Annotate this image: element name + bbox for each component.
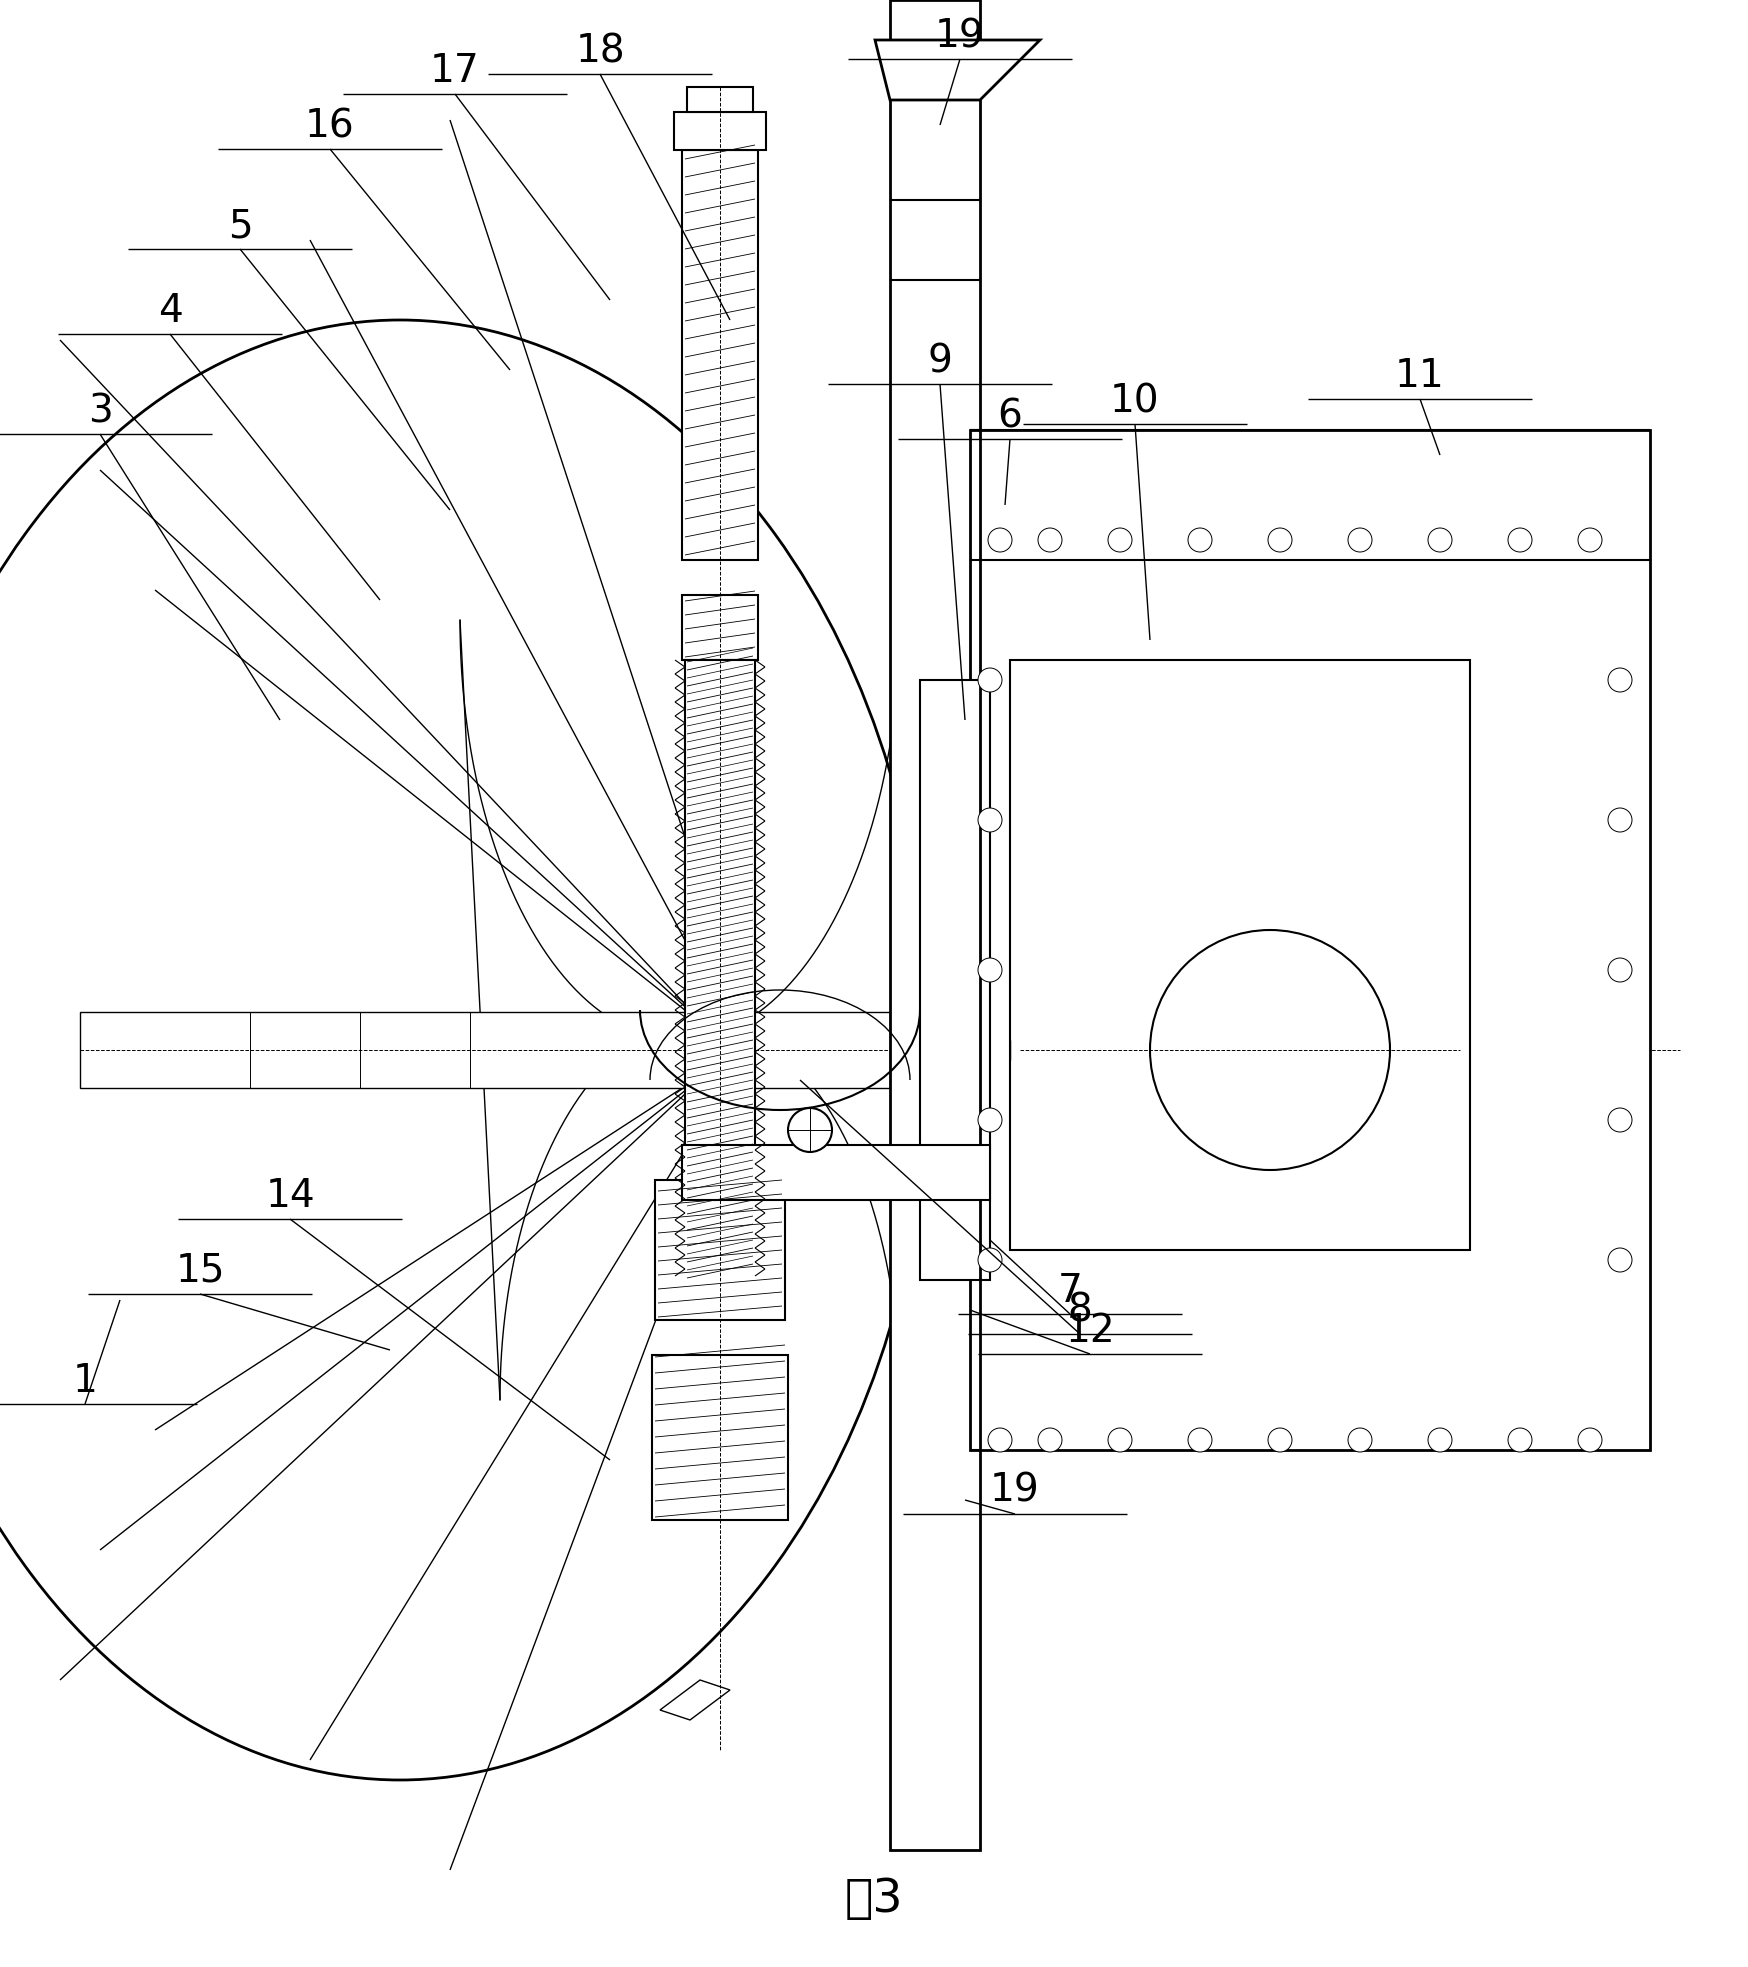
Circle shape <box>977 808 1002 832</box>
Circle shape <box>1578 527 1601 553</box>
Circle shape <box>1150 930 1390 1170</box>
Circle shape <box>1509 1428 1531 1452</box>
Text: 16: 16 <box>306 106 355 146</box>
Circle shape <box>1608 1247 1633 1273</box>
Circle shape <box>1038 1428 1063 1452</box>
Circle shape <box>1428 1428 1453 1452</box>
Text: 18: 18 <box>575 31 624 71</box>
Circle shape <box>1348 527 1372 553</box>
Bar <box>675 112 766 149</box>
Text: 1: 1 <box>73 1361 98 1401</box>
Circle shape <box>977 1107 1002 1131</box>
Circle shape <box>1509 527 1531 553</box>
Text: 7: 7 <box>1058 1273 1082 1310</box>
Text: 6: 6 <box>998 397 1023 435</box>
Text: 4: 4 <box>157 291 182 330</box>
Bar <box>682 1145 989 1200</box>
Circle shape <box>1267 527 1292 553</box>
Circle shape <box>1348 1428 1372 1452</box>
Circle shape <box>977 669 1002 692</box>
Polygon shape <box>876 39 1040 100</box>
Circle shape <box>1428 527 1453 553</box>
Text: 图3: 图3 <box>844 1877 904 1922</box>
Circle shape <box>1608 669 1633 692</box>
Text: 10: 10 <box>1110 382 1161 421</box>
Polygon shape <box>661 1680 731 1719</box>
Circle shape <box>1608 808 1633 832</box>
Circle shape <box>1108 527 1133 553</box>
Text: 3: 3 <box>87 391 112 431</box>
Circle shape <box>1038 527 1063 553</box>
Text: 5: 5 <box>227 207 252 246</box>
Circle shape <box>977 1247 1002 1273</box>
Circle shape <box>988 1428 1012 1452</box>
Bar <box>919 681 989 1281</box>
Bar <box>652 1355 788 1520</box>
Circle shape <box>788 1107 832 1153</box>
Circle shape <box>1578 1428 1601 1452</box>
Bar <box>80 1011 890 1088</box>
Text: 9: 9 <box>928 342 953 380</box>
Circle shape <box>977 958 1002 982</box>
Circle shape <box>988 527 1012 553</box>
Circle shape <box>1189 1428 1211 1452</box>
Text: 19: 19 <box>989 1471 1040 1511</box>
Text: 19: 19 <box>935 18 984 55</box>
Bar <box>687 87 753 112</box>
Circle shape <box>1267 1428 1292 1452</box>
Text: 14: 14 <box>266 1176 315 1216</box>
Text: 15: 15 <box>175 1253 225 1290</box>
Circle shape <box>1608 958 1633 982</box>
Circle shape <box>1108 1428 1133 1452</box>
Bar <box>1010 661 1470 1249</box>
Text: 17: 17 <box>430 51 481 90</box>
Text: 11: 11 <box>1395 356 1446 395</box>
Bar <box>970 431 1650 1450</box>
Ellipse shape <box>0 321 930 1780</box>
Bar <box>682 149 759 561</box>
Bar <box>685 661 755 1281</box>
Bar <box>656 1180 785 1320</box>
Text: 12: 12 <box>1065 1312 1115 1349</box>
Text: 8: 8 <box>1068 1292 1092 1330</box>
Bar <box>682 594 759 661</box>
Circle shape <box>1189 527 1211 553</box>
Circle shape <box>1608 1107 1633 1131</box>
Bar <box>890 0 981 1851</box>
